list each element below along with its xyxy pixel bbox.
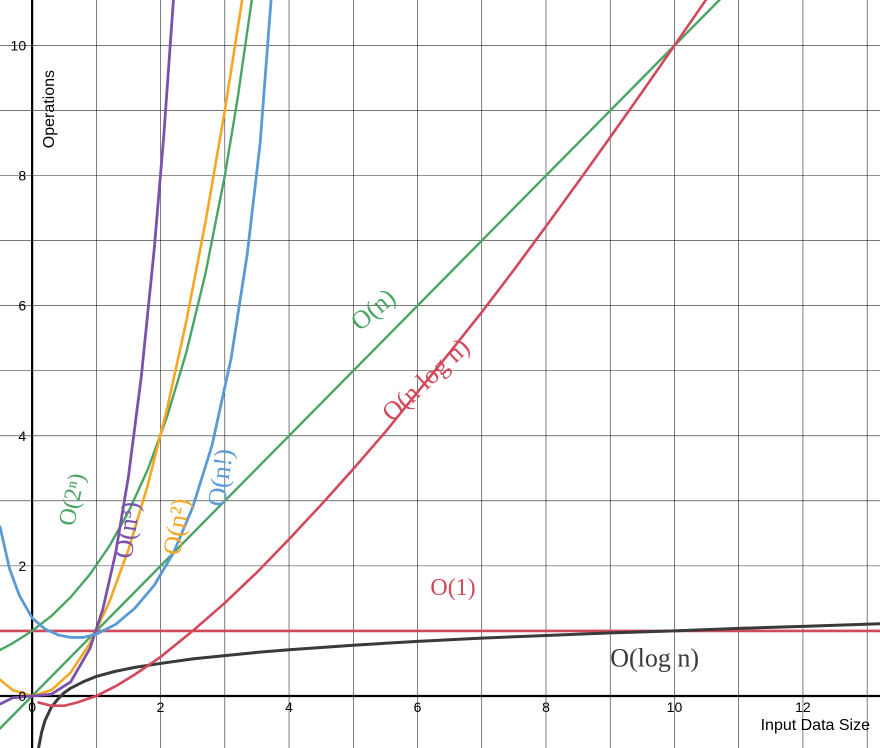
y-axis-label: Operations (41, 70, 58, 148)
y-tick-label: 8 (18, 168, 26, 184)
x-tick-label: 10 (667, 699, 683, 715)
x-tick-label: 8 (542, 699, 550, 715)
y-tick-label: 2 (18, 558, 26, 574)
series-label-o1: O(1) (430, 575, 475, 601)
x-tick-label: 2 (157, 699, 165, 715)
bigo-complexity-chart: 0 2 4 6 8 10 12 0 2 4 6 8 10 Operations Input Data Siz… (0, 0, 880, 748)
x-tick-label: 6 (414, 699, 422, 715)
y-tick-label: 10 (11, 38, 27, 54)
x-tick-label: 12 (795, 699, 811, 715)
x-tick-label: 0 (28, 699, 36, 715)
y-tick-label: 4 (18, 428, 26, 444)
x-tick-label: 4 (285, 699, 293, 715)
y-tick-label: 0 (18, 688, 26, 704)
y-tick-label: 6 (18, 298, 26, 314)
x-axis-label: Input Data Size (761, 717, 871, 734)
series-label-ologn: O(log n) (610, 644, 699, 673)
